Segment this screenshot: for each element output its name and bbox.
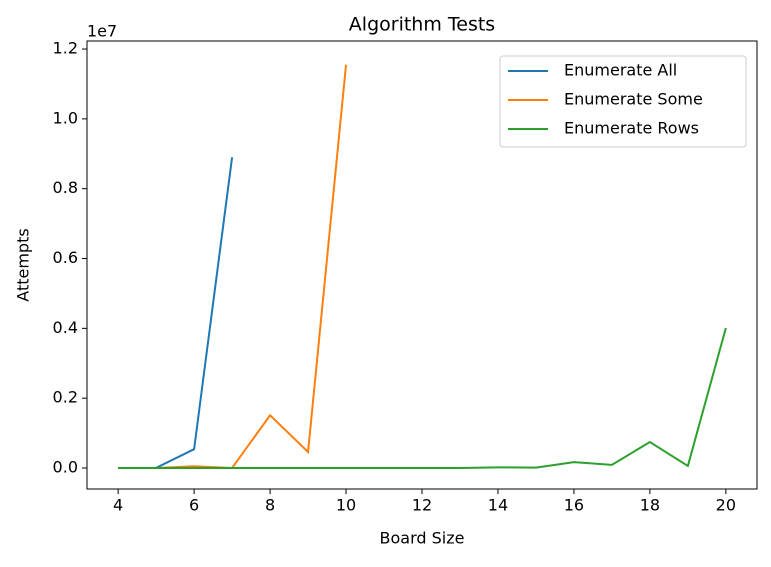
y-tick-label: 1.0 (53, 108, 78, 127)
x-tick-label: 10 (336, 496, 356, 515)
y-offset-label: 1e7 (87, 22, 117, 41)
legend-label: Enumerate Some (564, 90, 703, 109)
x-tick-label: 8 (265, 496, 275, 515)
x-tick-label: 6 (189, 496, 199, 515)
x-tick-label: 14 (488, 496, 508, 515)
x-tick-label: 18 (640, 496, 660, 515)
x-tick-label: 12 (412, 496, 432, 515)
y-tick-label: 0.0 (53, 458, 78, 477)
y-tick-label: 0.4 (53, 318, 78, 337)
x-axis-label: Board Size (380, 529, 465, 548)
legend-label: Enumerate Rows (564, 119, 699, 138)
plot-frame (86, 40, 758, 490)
y-axis-label: Attempts (14, 228, 33, 301)
y-tick-label: 0.2 (53, 388, 78, 407)
legend-label: Enumerate All (564, 61, 677, 80)
x-tick-label: 16 (564, 496, 584, 515)
y-tick-label: 0.8 (53, 178, 78, 197)
chart-title: Algorithm Tests (349, 14, 495, 36)
x-tick-label: 4 (113, 496, 123, 515)
x-tick-label: 20 (716, 496, 736, 515)
legend-box (499, 55, 747, 148)
y-tick-label: 0.6 (53, 248, 78, 267)
series-line (118, 327, 727, 470)
y-tick-label: 1.2 (53, 39, 78, 58)
